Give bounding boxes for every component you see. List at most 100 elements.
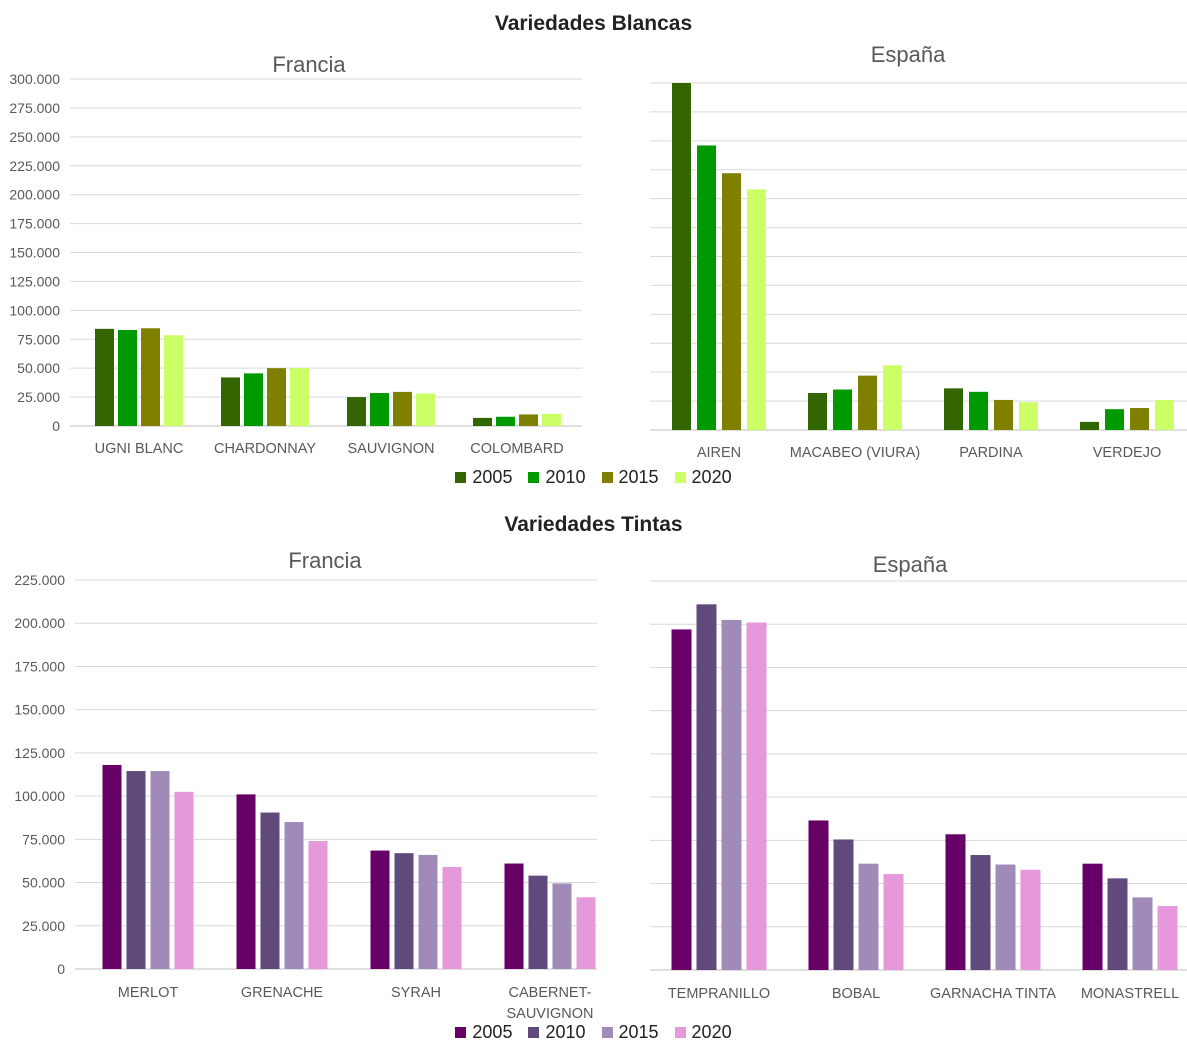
white-legend-swatch-2020 [674,472,686,483]
red-francia-y-tick-label: 150.000 [14,702,65,718]
white-francia-category-label: SAUVIGNON [347,441,434,457]
red-legend-item-2020: 2020 [674,1022,732,1043]
red-legend-label-2010: 2010 [545,1022,586,1042]
red-espana-category-label: BOBAL [832,986,880,1002]
red-francia-bar-2005 [504,863,524,969]
red-espana-bar-2015 [995,864,1016,970]
red-espana-category-label: GARNACHA TINTA [930,986,1056,1002]
red-espana-bar-2020 [1157,906,1178,970]
red-espana-bar-2005 [808,820,829,970]
red-espana-bar-2020 [746,622,767,970]
red-francia-y-tick-label: 175.000 [14,658,65,674]
red-francia-bar-2020 [442,866,462,969]
white-francia-category-label: CHARDONNAY [214,441,316,457]
red-francia-category-label: SYRAH [391,985,441,1001]
white-legend-swatch-2010 [528,472,540,483]
red-francia-bar-2015 [418,854,438,969]
white-francia-y-tick-label: 300.000 [9,71,60,87]
red-francia-y-tick-label: 100.000 [14,788,65,804]
red-francia-bar-2015 [284,822,304,969]
white-francia-bar-2010 [496,416,515,426]
white-francia-bar-2005 [347,397,366,426]
white-espana-bar-2005 [1080,421,1099,430]
red-francia-bar-2010 [528,875,548,969]
white-espana-category-label: MACABEO (VIURA) [790,445,921,461]
red-espana-bar-2010 [833,839,854,970]
red-francia-y-tick-label: 200.000 [14,615,65,631]
red-legend-swatch-2015 [601,1027,613,1038]
white-francia-y-tick-label: 50.000 [17,360,60,376]
white-varieties-title: Variedades Blancas [494,12,693,35]
red-francia-bar-2005 [102,764,122,969]
white-francia-bar-2020 [542,413,561,426]
white-espana-bar-2015 [994,399,1013,430]
red-espana-bar-2010 [696,604,717,970]
red-francia-bar-2010 [126,771,146,969]
white-francia-bar-2005 [95,328,114,426]
red-francia-bar-2020 [174,791,194,969]
white-francia-y-tick-label: 250.000 [9,129,60,145]
red-francia-chart-title: Francia [288,548,362,573]
white-francia-bar-2020 [164,335,183,426]
red-francia-y-tick-label: 0 [57,961,65,977]
white-espana-category-label: VERDEJO [1093,445,1162,461]
red-legend-item-2015: 2015 [601,1022,659,1043]
red-espana-category-label: MONASTRELL [1081,986,1179,1002]
red-espana-bar-2005 [945,834,966,970]
white-espana-bar-2020 [883,365,902,430]
white-espana-bar-2020 [1019,402,1038,430]
white-legend-item-2010: 2010 [528,467,586,488]
white-francia-bar-2010 [244,373,263,426]
white-espana-bar-2005 [808,392,827,430]
white-espana-bar-2020 [747,189,766,430]
red-legend-swatch-2005 [455,1027,467,1038]
white-francia-bar-2015 [141,328,160,426]
red-espana-category-label: TEMPRANILLO [668,986,770,1002]
white-francia-chart-title: Francia [272,52,346,77]
white-espana-bar-2015 [858,375,877,430]
white-legend-label-2015: 2015 [618,467,659,487]
white-espana-bar-2005 [672,83,691,430]
white-legend-label-2020: 2020 [691,467,732,487]
white-espana-category-label: AIREN [697,445,741,461]
white-legend-item-2005: 2005 [455,467,512,488]
white-legend-item-2020: 2020 [674,467,732,488]
red-legend-label-2015: 2015 [618,1022,659,1042]
red-legend-swatch-2010 [528,1027,540,1038]
white-legend-label-2010: 2010 [545,467,586,487]
white-espana-chart-title: España [871,42,946,67]
red-francia-category-label: MERLOT [118,985,179,1001]
red-francia-y-tick-label: 75.000 [22,831,65,847]
red-espana-bar-2005 [671,629,692,970]
red-francia-bar-2005 [236,794,256,969]
red-espana-bar-2020 [883,874,904,970]
white-espana-bar-2010 [969,391,988,430]
white-francia-y-tick-label: 75.000 [17,331,60,347]
white-espana-bar-2010 [833,389,852,430]
red-espana-bar-2010 [970,855,991,970]
white-francia-bar-2015 [267,368,286,426]
red-legend-item-2005: 2005 [455,1022,512,1043]
white-francia-y-tick-label: 150.000 [9,245,60,261]
white-francia-bar-2020 [290,368,309,426]
red-legend-label-2005: 2005 [472,1022,513,1042]
red-francia-bar-2020 [308,841,328,969]
white-espana-category-label: PARDINA [959,445,1023,461]
red-espana-bar-2015 [721,619,742,970]
red-francia-y-tick-label: 225.000 [14,572,65,588]
white-francia-bar-2005 [221,377,240,426]
white-francia-y-tick-label: 100.000 [9,302,60,318]
red-legend: 2005 2010 2015 2020 [0,1022,1187,1043]
white-espana-bar-2010 [697,145,716,430]
red-espana-bar-2010 [1107,878,1128,970]
red-francia-bar-2020 [576,897,596,969]
white-espana-bar-2010 [1105,409,1124,430]
white-espana-bar-2015 [1130,408,1149,430]
white-francia-y-tick-label: 225.000 [9,158,60,174]
red-francia-category-label: GRENACHE [241,985,324,1001]
white-legend-item-2015: 2015 [601,467,659,488]
white-francia-bar-2010 [118,329,137,426]
white-legend-label-2005: 2005 [472,467,513,487]
